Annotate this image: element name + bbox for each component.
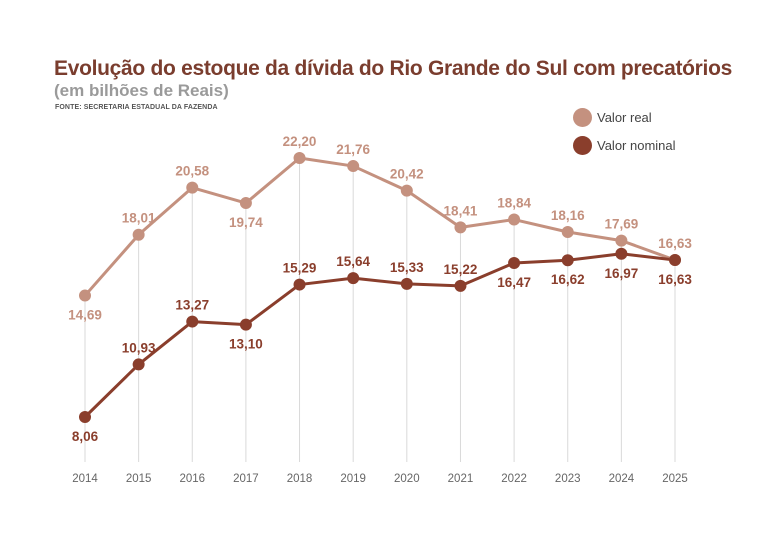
data-label-nominal: 13,27	[175, 298, 209, 313]
data-labels: 14,69 18,01 20,58 19,74 22,20 21,76 20,42 18,41…	[68, 134, 692, 444]
data-label-nominal: 16,63	[658, 272, 692, 287]
chart-subtitle: (em bilhões de Reais)	[54, 81, 229, 100]
data-point-real	[132, 228, 145, 241]
data-point-nominal	[561, 254, 574, 267]
data-point-nominal	[669, 254, 681, 267]
data-label-nominal: 15,29	[283, 261, 317, 276]
chart-source: FONTE: SECRETARIA ESTADUAL DA FAZENDA	[55, 104, 218, 111]
legend-marker-real	[573, 107, 592, 127]
data-label-real: 18,84	[497, 196, 531, 211]
data-label-real: 18,16	[551, 208, 585, 223]
legend-label-real: Valor real	[597, 109, 652, 125]
x-tick-label: 2016	[179, 473, 205, 485]
data-label-nominal: 15,22	[444, 262, 478, 277]
data-point-nominal	[239, 318, 252, 331]
data-label-real: 20,58	[175, 164, 209, 179]
data-label-nominal: 16,97	[604, 266, 638, 281]
data-point-nominal	[347, 272, 360, 285]
data-point-real	[508, 213, 521, 226]
data-label-real: 22,20	[283, 134, 317, 149]
data-label-real: 18,01	[122, 211, 156, 226]
data-point-real	[454, 221, 467, 234]
data-label-real: 16,63	[658, 236, 692, 251]
data-label-nominal: 13,10	[229, 337, 263, 352]
series-points	[79, 152, 681, 423]
data-label-nominal: 16,62	[551, 272, 585, 287]
x-axis-ticks: 2014 2015 2016 2017 2018 2019 2020 2021 2022 2023…	[72, 473, 688, 485]
data-point-real	[79, 289, 91, 302]
data-label-nominal: 16,47	[497, 275, 531, 290]
data-point-nominal	[615, 247, 628, 260]
data-point-real	[347, 160, 360, 173]
legend-label-nominal: Valor nominal	[597, 137, 676, 153]
data-point-nominal	[400, 277, 413, 290]
chart-title: Evolução do estoque da dívida do Rio Gra…	[54, 57, 732, 80]
x-tick-label: 2025	[662, 473, 688, 485]
data-point-nominal	[293, 278, 306, 291]
x-tick-label: 2019	[340, 473, 366, 485]
data-point-real	[293, 152, 306, 164]
x-tick-label: 2020	[394, 473, 420, 485]
x-tick-label: 2018	[287, 473, 313, 485]
data-label-nominal: 10,93	[122, 340, 156, 355]
legend-item-nominal: Valor nominal	[573, 131, 676, 159]
data-label-real: 14,69	[68, 308, 102, 323]
data-label-real: 20,42	[390, 167, 424, 182]
data-point-real	[186, 181, 199, 194]
data-point-nominal	[79, 411, 91, 423]
series-line-nominal	[83, 252, 676, 419]
data-point-real	[239, 197, 252, 210]
legend: Valor real Valor nominal	[573, 103, 676, 159]
data-label-real: 21,76	[336, 142, 370, 157]
x-tick-label: 2024	[609, 473, 635, 485]
data-point-nominal	[508, 256, 521, 269]
x-tick-label: 2022	[501, 473, 527, 485]
data-label-nominal: 15,64	[336, 254, 370, 269]
data-label-real: 18,41	[444, 203, 478, 218]
data-point-nominal	[454, 279, 467, 292]
data-point-nominal	[132, 358, 145, 371]
data-point-real	[400, 184, 413, 197]
series-lines	[83, 156, 676, 419]
x-tick-label: 2015	[126, 473, 152, 485]
data-label-nominal: 8,06	[72, 429, 99, 444]
x-tick-label: 2023	[555, 473, 581, 485]
data-label-nominal: 15,33	[390, 260, 424, 275]
data-point-nominal	[186, 315, 199, 328]
data-point-real	[561, 226, 574, 238]
legend-marker-nominal	[573, 135, 592, 155]
x-tick-label: 2014	[72, 473, 98, 485]
legend-item-real: Valor real	[573, 103, 676, 131]
x-tick-label: 2017	[233, 473, 259, 485]
data-label-real: 19,74	[229, 215, 263, 230]
data-label-real: 17,69	[604, 217, 638, 232]
data-point-real	[615, 234, 628, 247]
series-line-real	[83, 156, 676, 297]
x-tick-label: 2021	[448, 473, 474, 485]
